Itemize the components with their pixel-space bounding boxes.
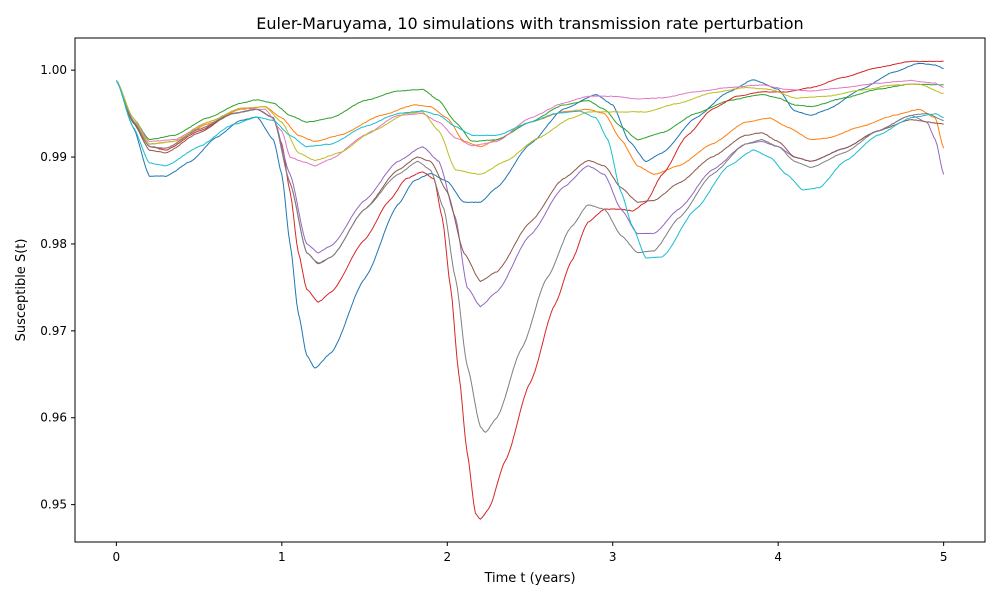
chart-title: Euler-Maruyama, 10 simulations with tran… <box>256 14 803 33</box>
y-tick-label: 0.98 <box>40 237 67 251</box>
x-axis: 0 1 2 3 4 5 <box>113 542 948 564</box>
x-tick-label: 4 <box>774 550 782 564</box>
x-tick-label: 0 <box>113 550 121 564</box>
series-layer <box>115 60 945 520</box>
x-tick-label: 5 <box>940 550 948 564</box>
series-line-8 <box>115 80 944 433</box>
y-tick-label: 0.95 <box>40 498 67 512</box>
series-line-7 <box>115 79 944 167</box>
y-tick-label: 0.97 <box>40 324 67 338</box>
x-axis-label: Time t (years) <box>483 571 575 586</box>
y-axis-label: Susceptible S(t) <box>14 239 29 342</box>
x-tick-label: 2 <box>443 550 451 564</box>
y-axis: 0.95 0.96 0.97 0.98 0.99 1.00 <box>40 63 75 512</box>
y-tick-label: 1.00 <box>40 63 67 77</box>
series-line-10 <box>115 80 944 259</box>
x-tick-label: 3 <box>609 550 617 564</box>
y-tick-label: 0.96 <box>40 411 67 425</box>
plot-frame <box>74 37 986 543</box>
y-tick-label: 0.99 <box>40 150 67 164</box>
x-tick-label: 1 <box>278 550 286 564</box>
series-line-9 <box>115 80 944 175</box>
